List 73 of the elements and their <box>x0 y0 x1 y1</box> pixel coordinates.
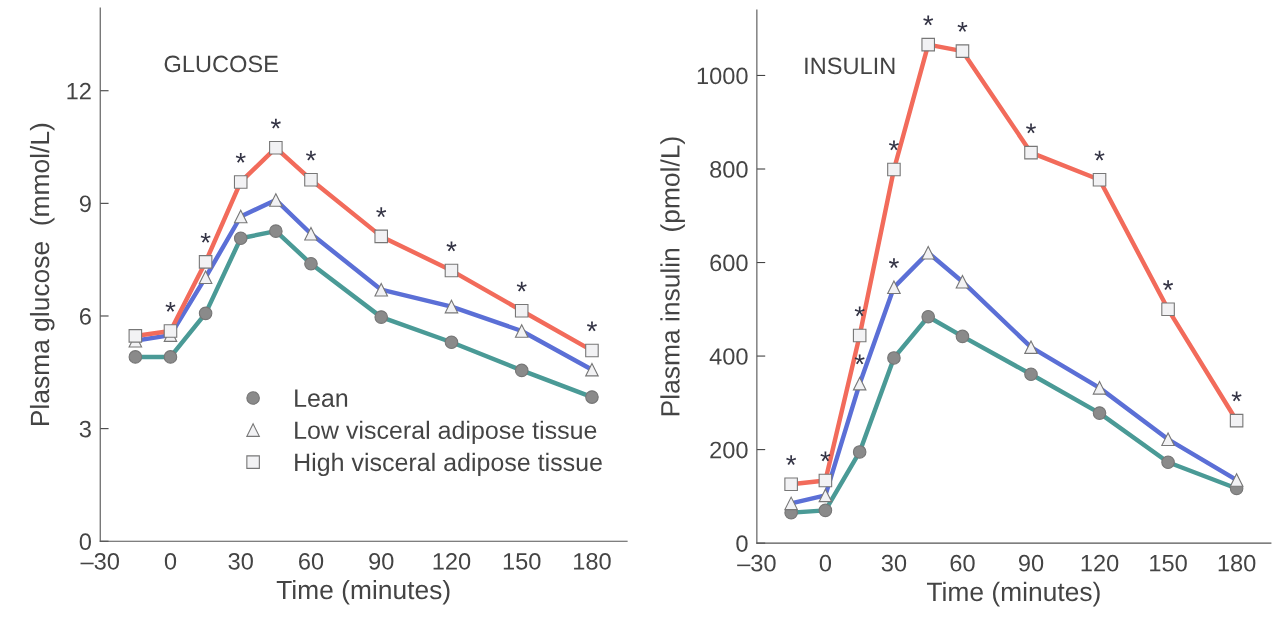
point <box>585 390 599 404</box>
point <box>374 310 389 324</box>
legend-label: Lean <box>295 389 348 408</box>
y-tick-label: 9 <box>79 195 91 213</box>
point <box>1161 455 1175 470</box>
point <box>198 306 213 321</box>
y-tick-label: 1000 <box>697 67 748 85</box>
point <box>818 503 833 518</box>
point <box>514 363 529 378</box>
annotation: * <box>306 150 316 161</box>
x-tick-label: 90 <box>369 552 394 570</box>
x-tick-label: 30 <box>228 552 253 570</box>
annotation: * <box>786 455 797 465</box>
annotation: * <box>376 207 387 218</box>
annotation: * <box>200 232 211 243</box>
x-tick-label: 60 <box>950 554 975 572</box>
x-tick-label: 150 <box>1150 554 1187 572</box>
point <box>1092 406 1107 420</box>
y-tick-label: 0 <box>736 535 748 552</box>
annotation: * <box>957 22 968 32</box>
y-tick-label: 200 <box>710 441 748 459</box>
point <box>444 335 459 350</box>
point <box>852 445 867 459</box>
x-axis-title: Time (minutes) <box>276 579 450 605</box>
point <box>304 256 318 271</box>
annotation: * <box>516 281 527 292</box>
annotation: * <box>1094 150 1105 161</box>
x-tick-label: 180 <box>574 552 611 570</box>
annotation: * <box>270 118 281 129</box>
annotation: * <box>1026 123 1036 134</box>
y-axis-title: Plasma glucose (mmol/L) <box>29 123 55 426</box>
annotation: * <box>235 152 246 163</box>
point <box>128 350 143 364</box>
point <box>887 351 901 365</box>
legend-label: High visceral adipose tissue <box>295 452 602 477</box>
point <box>921 309 936 324</box>
annotation: * <box>854 354 865 365</box>
annotation: * <box>888 140 899 151</box>
annotation: * <box>888 258 899 269</box>
point <box>233 231 248 246</box>
annotation: * <box>1231 391 1242 402</box>
point <box>1024 367 1038 382</box>
text: INSULIN <box>805 57 895 75</box>
x-tick-label: 0 <box>164 552 177 570</box>
y-tick-label: 12 <box>67 82 91 100</box>
x-tick-label: 30 <box>881 554 907 572</box>
y-tick-label: 6 <box>79 308 91 325</box>
annotation: * <box>923 15 934 26</box>
point <box>955 329 970 344</box>
annotation: * <box>165 301 176 312</box>
x-tick-label: 150 <box>503 552 541 570</box>
x-tick-label: –30 <box>737 554 776 572</box>
point <box>163 350 178 364</box>
y-axis-title: Plasma insulin (pmol/L) <box>660 137 685 416</box>
x-tick-label: 60 <box>299 552 324 570</box>
y-tick-label: 400 <box>709 348 748 365</box>
annotation: * <box>446 241 457 252</box>
x-tick-label: 120 <box>433 552 471 570</box>
point <box>269 224 283 238</box>
x-tick-label: 120 <box>1081 554 1119 572</box>
annotation: * <box>587 321 597 332</box>
text: GLUCOSE <box>164 55 278 73</box>
x-tick-label: –30 <box>80 552 120 570</box>
legend-label: Low visceral adipose tissue <box>295 420 597 445</box>
y-tick-label: 0 <box>79 533 91 551</box>
x-tick-label: 180 <box>1218 554 1256 572</box>
x-axis-title: Time (minutes) <box>926 581 1100 607</box>
y-tick-label: 600 <box>710 254 748 272</box>
x-tick-label: 90 <box>1018 554 1044 572</box>
y-tick-label: 800 <box>710 161 748 178</box>
x-tick-label: 0 <box>819 554 832 572</box>
y-tick-label: 3 <box>79 420 91 438</box>
annotation: * <box>1163 280 1174 291</box>
